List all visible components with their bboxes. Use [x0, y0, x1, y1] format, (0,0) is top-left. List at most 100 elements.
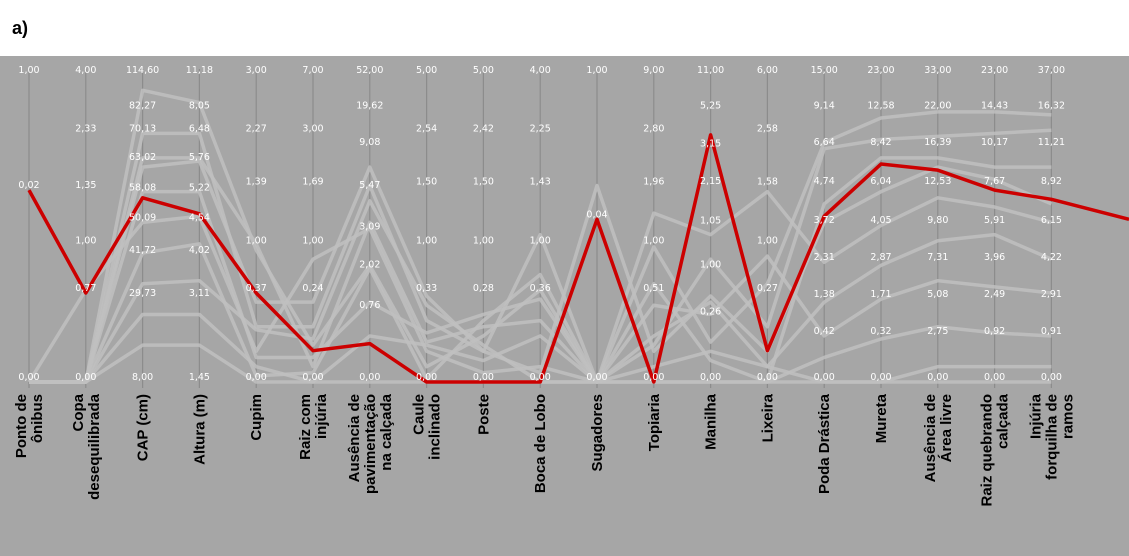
tick-label: 1,00 [473, 235, 494, 246]
tick-label: 2,27 [246, 123, 267, 134]
tick-label: 0,37 [246, 283, 267, 294]
tick-label: 9,14 [814, 100, 835, 111]
tick-label: 3,96 [984, 252, 1005, 263]
tick-label: 1,39 [246, 177, 267, 188]
tick-label: 1,00 [757, 235, 778, 246]
tick-label: 7,67 [984, 176, 1005, 187]
tick-label: 0,00 [814, 372, 835, 383]
tick-label: 4,00 [530, 65, 551, 76]
tick-label: 0,04 [586, 209, 607, 220]
tick-label: 5,76 [189, 152, 210, 163]
tick-label: 41,72 [129, 245, 156, 256]
axis-name: Lixeira [759, 393, 776, 442]
tick-label: 1,00 [586, 65, 607, 76]
axis-name: Sugadores [589, 394, 606, 472]
tick-label: 5,25 [700, 100, 721, 111]
axis-name: Ausência deÁrea livre [922, 394, 955, 482]
tick-label: 2,31 [814, 252, 835, 263]
tick-label: 8,92 [1041, 176, 1062, 187]
tick-label: 2,80 [643, 123, 664, 134]
tick-label: 0,00 [643, 372, 664, 383]
tick-label: 0,00 [473, 372, 494, 383]
tick-label: 0,00 [984, 372, 1005, 383]
panel-label: a) [12, 18, 29, 38]
tick-label: 2,87 [870, 252, 891, 263]
tick-label: 1,00 [302, 235, 323, 246]
tick-label: 3,09 [359, 222, 380, 233]
tick-label: 4,74 [814, 176, 835, 187]
tick-label: 58,08 [129, 183, 156, 194]
tick-label: 1,05 [700, 215, 721, 226]
tick-label: 11,00 [697, 65, 724, 76]
tick-label: 12,58 [867, 100, 894, 111]
tick-label: 0,00 [530, 372, 551, 383]
tick-label: 33,00 [924, 65, 951, 76]
tick-label: 3,00 [302, 123, 323, 134]
tick-label: 1,35 [75, 180, 96, 191]
tick-label: 19,62 [356, 100, 383, 111]
axis-name: Altura (m) [191, 394, 208, 465]
tick-label: 0,36 [530, 283, 551, 294]
data-line [29, 242, 1052, 384]
tick-label: 2,75 [927, 326, 948, 337]
axis-name: Topiaria [646, 393, 663, 451]
tick-label: 0,42 [814, 326, 835, 337]
axis-names: Ponto deônibus Copadesequilibrada CAP (cm)… [13, 393, 1076, 506]
tick-label: 16,32 [1038, 100, 1065, 111]
tick-label: 0,00 [586, 372, 607, 383]
tick-label: 5,91 [984, 215, 1005, 226]
tick-label: 12,53 [924, 176, 951, 187]
tick-label: 6,64 [814, 137, 835, 148]
axis-name: Poda Drástica [816, 393, 833, 494]
tick-label: 4,54 [189, 212, 210, 223]
tick-label: 0,00 [246, 372, 267, 383]
tick-label: 50,09 [129, 212, 156, 223]
tick-label: 2,49 [984, 289, 1005, 300]
axis-name: Copadesequilibrada [70, 393, 103, 500]
tick-label: 6,15 [1041, 215, 1062, 226]
tick-label: 6,04 [870, 176, 891, 187]
tick-label: 4,05 [870, 215, 891, 226]
tick-label: 37,00 [1038, 65, 1065, 76]
tick-label: 4,02 [189, 245, 210, 256]
data-line [29, 159, 1053, 384]
tick-label: 52,00 [356, 65, 383, 76]
tick-label: 8,00 [132, 372, 153, 383]
tick-label: 1,00 [643, 235, 664, 246]
tick-label: 63,02 [129, 152, 156, 163]
tick-label: 1,50 [473, 177, 494, 188]
data-line [29, 88, 1052, 384]
tick-label: 1,69 [302, 177, 323, 188]
tick-label: 0,00 [359, 372, 380, 383]
axis-name: Manilha [703, 393, 720, 449]
axis-name: Ponto deônibus [13, 394, 46, 458]
tick-label: 1,00 [246, 235, 267, 246]
axis-name: Raiz cominjúria [297, 393, 330, 460]
tick-label: 2,54 [416, 123, 437, 134]
tick-label: 1,00 [75, 235, 96, 246]
tick-label: 9,00 [643, 65, 664, 76]
tick-label: 0,00 [75, 372, 96, 383]
tick-label: 5,00 [473, 65, 494, 76]
tick-label: 5,00 [416, 65, 437, 76]
data-line [29, 110, 1052, 384]
tick-label: 0,24 [302, 283, 323, 294]
tick-label: 23,00 [981, 65, 1008, 76]
tick-label: 1,45 [189, 372, 210, 383]
tick-label: 0,32 [870, 326, 891, 337]
tick-label: 1,00 [530, 235, 551, 246]
tick-label: 2,42 [473, 123, 494, 134]
tick-label: 70,13 [129, 123, 156, 134]
highlighted-line [27, 133, 1129, 384]
tick-label: 6,48 [189, 123, 210, 134]
tick-label: 4,00 [75, 65, 96, 76]
tick-label: 22,00 [924, 100, 951, 111]
data-line [29, 128, 1052, 384]
tick-label: 5,22 [189, 183, 210, 194]
tick-label: 0,77 [75, 283, 96, 294]
tick-label: 9,08 [359, 137, 380, 148]
tick-label: 4,22 [1041, 252, 1062, 263]
axis-name: CAP (cm) [135, 394, 152, 461]
tick-label: 114,60 [126, 65, 159, 76]
